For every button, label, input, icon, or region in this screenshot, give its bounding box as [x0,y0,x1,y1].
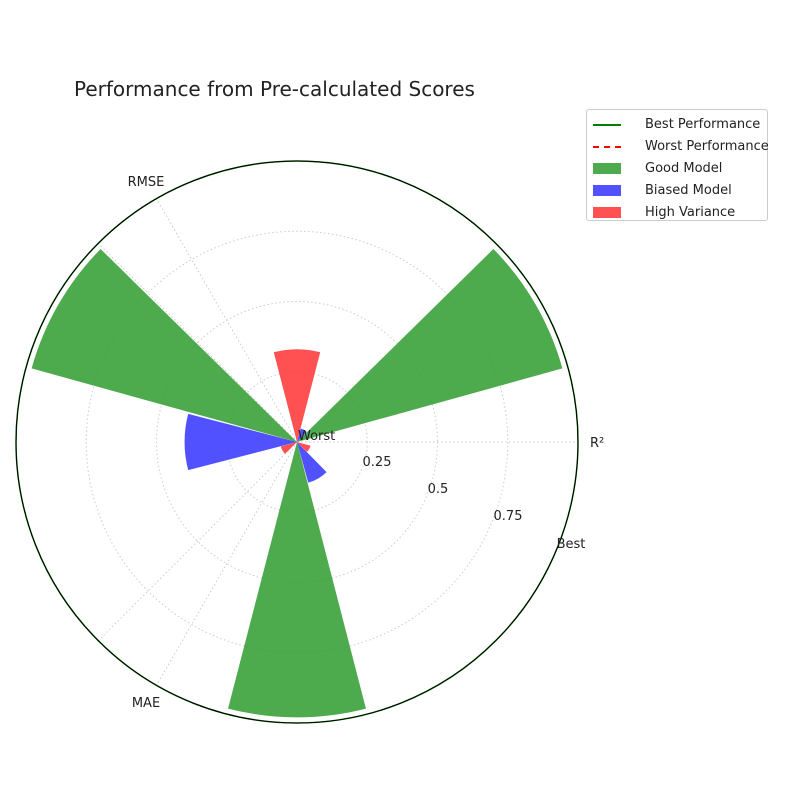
bar-good-2 [31,248,298,442]
bar-variance-3 [297,442,311,452]
legend: Best Performance Worst Performance Good … [586,109,769,223]
legend-label-variance: High Variance [645,205,736,220]
legend-label-good: Good Model [645,161,723,176]
legend-label-best: Best Performance [645,117,761,132]
legend-entry-biased: Biased Model [587,181,767,201]
axis-label-3: MAE [132,696,160,711]
bar-variance-1 [273,349,321,442]
legend-label-biased: Biased Model [645,183,732,198]
legend-entry-variance: High Variance [587,203,767,223]
axis-label-1: R² [590,436,604,451]
bar-good-1 [297,248,563,442]
legend-entry-good: Good Model [587,159,767,179]
legend-patch-biased [593,185,621,196]
legend-line-worst [593,146,621,148]
polar-frame [15,160,579,724]
legend-label-worst: Worst Performance [645,139,769,154]
radial-tick-label-1: 0.25 [363,455,392,470]
bar-biased-1 [297,428,307,442]
bar-biased-2 [184,413,297,471]
legend-entry-best: Best Performance [587,115,767,135]
bar-variance-2 [280,442,297,454]
chart-title: Performance from Pre-calculated Scores [74,77,475,101]
outer-label-best: Best [557,537,586,552]
axis-label-2: RMSE [128,175,165,190]
legend-line-best [593,124,621,126]
radial-tick-label-2: 0.5 [428,482,449,497]
bar-biased-3 [297,442,327,483]
grid-spoke-5 [97,242,298,443]
legend-entry-worst: Worst Performance [587,137,769,157]
legend-patch-variance [593,207,621,218]
legend-patch-good [593,163,621,174]
grid-spoke-2 [156,198,298,443]
radial-tick-label-3: 0.75 [494,509,523,524]
grid-spoke-3 [156,441,298,686]
grid-circle-3 [85,230,509,654]
bar-good-3 [228,442,366,718]
grid-spoke-6 [97,441,298,642]
center-label-worst: Worst [298,429,335,444]
